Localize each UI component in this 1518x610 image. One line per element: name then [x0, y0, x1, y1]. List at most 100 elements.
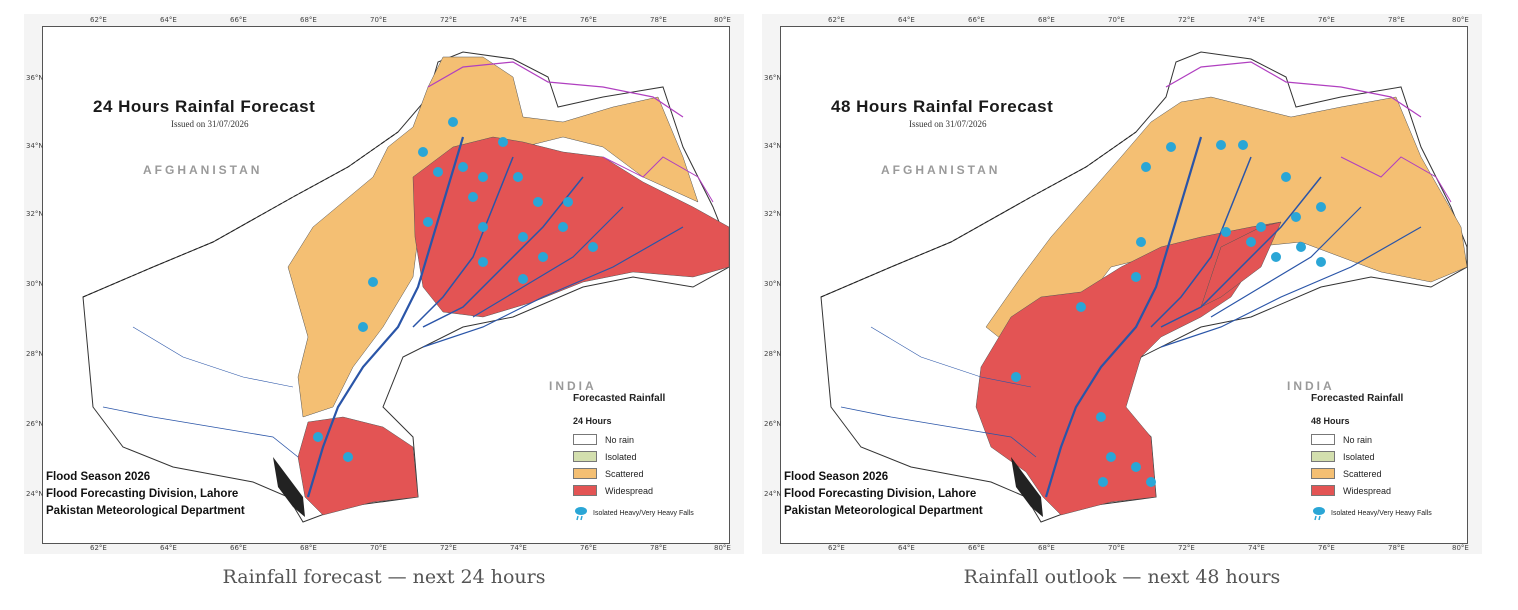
legend-swatch [573, 468, 597, 479]
ravi-river [1210, 206, 1362, 318]
legend: Forecasted Rainfall 48 Hours No rain Iso… [1311, 393, 1467, 521]
lon-tick: 66°E [968, 544, 985, 552]
label-afghanistan: AFGHANISTAN [881, 163, 1001, 177]
legend-item: Scattered [573, 465, 729, 482]
pakistan-map [820, 51, 1467, 523]
lon-tick: 70°E [370, 16, 387, 24]
legend-label: Widespread [1343, 485, 1392, 496]
lon-tick: 62°E [90, 544, 107, 552]
lon-tick: 76°E [1318, 544, 1335, 552]
credits: Flood Season 2026 Flood Forecasting Divi… [46, 469, 245, 520]
legend-label: Widespread [605, 485, 654, 496]
lon-tick: 70°E [1108, 544, 1125, 552]
lon-tick: 74°E [510, 544, 527, 552]
rain-cloud-icon [575, 507, 587, 521]
boundary-line [1165, 61, 1422, 118]
jhelum-river [412, 156, 514, 328]
legend-label: No rain [1343, 434, 1373, 445]
minor-river [840, 406, 1037, 458]
legend-swatch [573, 485, 597, 496]
chenab-river [1160, 176, 1322, 328]
legend-swatch [573, 434, 597, 445]
legend-item: Widespread [1311, 482, 1467, 499]
legend-swatch [1311, 434, 1335, 445]
lat-tick: 34°N [764, 142, 782, 150]
pakistan-map [82, 51, 729, 523]
lon-tick: 72°E [440, 544, 457, 552]
credit-line: Pakistan Meteorological Department [784, 505, 983, 517]
lon-tick: 64°E [160, 544, 177, 552]
legend: Forecasted Rainfall 24 Hours No rain Iso… [573, 393, 729, 521]
legend-label: Scattered [1343, 468, 1382, 479]
minor-river [102, 406, 299, 458]
jhelum-river [1150, 156, 1252, 328]
lon-tick: 80°E [1452, 16, 1469, 24]
widespread-zone-south [297, 416, 419, 516]
credit-line: Flood Forecasting Division, Lahore [46, 488, 239, 500]
lat-tick: 28°N [764, 350, 782, 358]
map-frame: 48 Hours Rainfal Forecast Issued on 31/0… [780, 26, 1468, 544]
lat-tick: 32°N [26, 210, 44, 218]
boundary-line [1340, 156, 1452, 203]
lat-tick: 24°N [764, 490, 782, 498]
lon-tick: 68°E [1038, 16, 1055, 24]
lon-tick: 74°E [1248, 544, 1265, 552]
legend-label: Scattered [605, 468, 644, 479]
afghan-border [820, 131, 1137, 298]
lon-tick: 80°E [1452, 544, 1469, 552]
legend-item: No rain [1311, 431, 1467, 448]
lon-tick: 68°E [300, 16, 317, 24]
issued-date: Issued on 31/07/2026 [909, 119, 987, 129]
forecast-map-48h: 48 Hours Rainfal Forecast Issued on 31/0… [762, 14, 1482, 554]
legend-heavy-falls: Isolated Heavy/Very Heavy Falls [573, 505, 729, 521]
lon-tick: 72°E [1178, 544, 1195, 552]
legend-period: 24 Hours [573, 416, 612, 426]
label-india: INDIA [549, 379, 597, 393]
lon-tick: 72°E [1178, 16, 1195, 24]
lon-tick: 80°E [714, 544, 731, 552]
lat-tick: 36°N [26, 74, 44, 82]
lon-tick: 62°E [90, 16, 107, 24]
lat-tick: 32°N [764, 210, 782, 218]
lat-tick: 26°N [764, 420, 782, 428]
legend-item: Scattered [1311, 465, 1467, 482]
widespread-zone-north [412, 136, 729, 318]
lon-tick: 80°E [714, 16, 731, 24]
lon-tick: 62°E [828, 16, 845, 24]
lon-tick: 68°E [300, 544, 317, 552]
map-frame: 24 Hours Rainfal Forecast Issued on 31/0… [42, 26, 730, 544]
lat-tick: 30°N [26, 280, 44, 288]
lon-tick: 78°E [1388, 544, 1405, 552]
map-title: 24 Hours Rainfal Forecast [93, 97, 316, 116]
credit-line: Flood Season 2026 [784, 471, 889, 483]
legend-item: Widespread [573, 482, 729, 499]
indus-river [1044, 136, 1203, 498]
lat-tick: 24°N [26, 490, 44, 498]
lon-tick: 64°E [898, 544, 915, 552]
credits: Flood Season 2026 Flood Forecasting Divi… [784, 469, 983, 520]
minor-river [132, 326, 294, 388]
legend-heavy-label: Isolated Heavy/Very Heavy Falls [593, 509, 694, 517]
sutlej-river [422, 226, 684, 348]
forecast-map-24h: 24 Hours Rainfal Forecast Issued on 31/0… [24, 14, 744, 554]
lat-tick: 34°N [26, 142, 44, 150]
ravi-river [472, 206, 624, 318]
lat-tick: 28°N [26, 350, 44, 358]
label-afghanistan: AFGHANISTAN [143, 163, 263, 177]
legend-label: Isolated [1343, 451, 1375, 462]
legend-swatch [1311, 485, 1335, 496]
credit-line: Flood Forecasting Division, Lahore [784, 488, 977, 500]
legend-heavy-falls: Isolated Heavy/Very Heavy Falls [1311, 505, 1467, 521]
lon-tick: 62°E [828, 544, 845, 552]
caption-24h: Rainfall forecast — next 24 hours [222, 566, 546, 588]
lon-tick: 66°E [230, 544, 247, 552]
legend-item: No rain [573, 431, 729, 448]
legend-swatch [1311, 451, 1335, 462]
caption-48h: Rainfall outlook — next 48 hours [963, 566, 1281, 588]
chenab-river [422, 176, 584, 328]
lat-tick: 26°N [26, 420, 44, 428]
label-india: INDIA [1287, 379, 1335, 393]
lon-tick: 74°E [510, 16, 527, 24]
lon-tick: 76°E [580, 16, 597, 24]
lon-tick: 76°E [1318, 16, 1335, 24]
